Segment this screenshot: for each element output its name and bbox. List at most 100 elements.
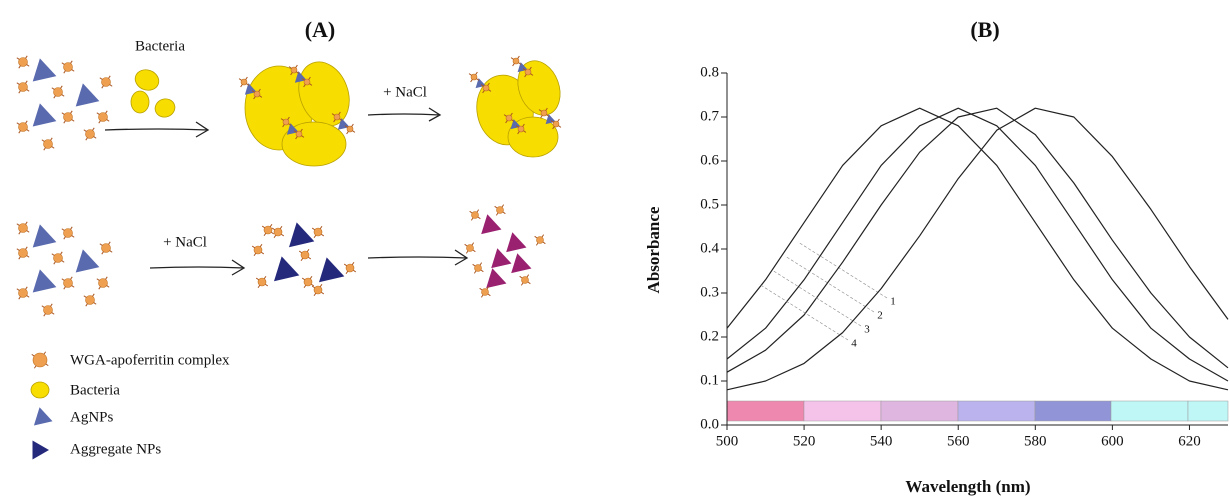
spike — [542, 235, 544, 237]
spike — [478, 217, 480, 219]
spike — [320, 226, 322, 228]
spike — [109, 242, 111, 244]
y-tick-label: 0.1 — [700, 372, 719, 388]
complex — [537, 237, 544, 244]
spike — [252, 246, 254, 248]
spike — [347, 131, 349, 133]
complex — [334, 114, 340, 120]
curve — [727, 108, 1228, 372]
spike — [465, 244, 467, 246]
spike — [480, 263, 482, 265]
y-tick-label: 0.6 — [700, 152, 719, 168]
spike — [17, 58, 19, 60]
spike — [64, 287, 66, 289]
complex — [467, 245, 474, 252]
complex — [44, 140, 53, 149]
spike — [64, 237, 66, 239]
spike — [99, 287, 101, 289]
nanoparticle — [33, 224, 57, 247]
spike — [481, 295, 483, 297]
spike — [513, 63, 515, 65]
nanoparticle — [76, 249, 100, 272]
complex — [64, 279, 73, 288]
spike — [476, 72, 478, 74]
spike — [19, 232, 21, 234]
arrow — [368, 250, 467, 265]
series-label: 1 — [890, 296, 896, 308]
band — [727, 401, 804, 421]
spike — [64, 121, 66, 123]
spike — [17, 83, 19, 85]
spike — [265, 284, 267, 286]
spike — [61, 252, 63, 254]
complex — [64, 63, 73, 72]
complex — [296, 131, 302, 137]
spike — [52, 88, 54, 90]
spike — [44, 352, 46, 354]
spike — [86, 304, 88, 306]
y-tick-label: 0.8 — [700, 64, 719, 80]
nanoparticle — [33, 58, 57, 81]
spike — [469, 74, 471, 76]
spike — [93, 294, 95, 296]
band — [804, 401, 881, 421]
complex — [314, 286, 322, 294]
spike — [307, 249, 309, 251]
y-tick-label: 0.4 — [700, 240, 719, 256]
x-tick-label: 620 — [1178, 433, 1201, 449]
spike — [54, 96, 56, 98]
spike — [61, 86, 63, 88]
complex — [522, 277, 529, 284]
complex — [283, 119, 289, 125]
spike — [262, 226, 264, 228]
curve — [727, 108, 1228, 390]
nanoparticle — [319, 257, 344, 282]
x-tick-label: 580 — [1024, 433, 1047, 449]
spike — [473, 264, 475, 266]
spike — [62, 95, 64, 97]
spike — [107, 286, 109, 288]
panel-label: (A) — [305, 17, 336, 42]
complex — [99, 279, 108, 288]
spike — [310, 276, 312, 278]
spike — [106, 277, 108, 279]
spike — [27, 130, 29, 132]
spike — [62, 63, 64, 65]
spike — [32, 354, 34, 356]
spike — [353, 270, 355, 272]
legend-label: WGA-apoferritin complex — [70, 352, 230, 368]
spike — [19, 297, 21, 299]
complex — [518, 126, 524, 132]
complex — [497, 207, 504, 214]
spike — [52, 313, 54, 315]
spike — [100, 78, 102, 80]
spike — [106, 111, 108, 113]
complex — [19, 224, 28, 233]
bacterium — [153, 96, 178, 120]
x-tick-label: 540 — [870, 433, 893, 449]
spike — [27, 65, 29, 67]
spike — [27, 90, 29, 92]
spike — [102, 86, 104, 88]
complex — [506, 115, 512, 121]
spike — [46, 364, 48, 366]
spike — [93, 128, 95, 130]
spike — [264, 233, 266, 235]
spike — [312, 228, 314, 230]
spike — [62, 261, 64, 263]
spike — [256, 278, 258, 280]
spike — [471, 79, 473, 81]
spike — [94, 137, 96, 139]
spike — [17, 224, 19, 226]
spike — [527, 275, 529, 277]
complex — [241, 79, 247, 85]
spike — [320, 284, 322, 286]
spike — [474, 271, 476, 273]
nanoparticle — [34, 407, 53, 425]
complex — [482, 289, 489, 296]
figure: (A) Bacteria + NaCl + NaCl WGA-apoferrit… — [0, 0, 1230, 504]
spike — [314, 235, 316, 237]
spike — [521, 283, 523, 285]
spike — [246, 77, 248, 79]
series-label: 3 — [864, 324, 870, 336]
